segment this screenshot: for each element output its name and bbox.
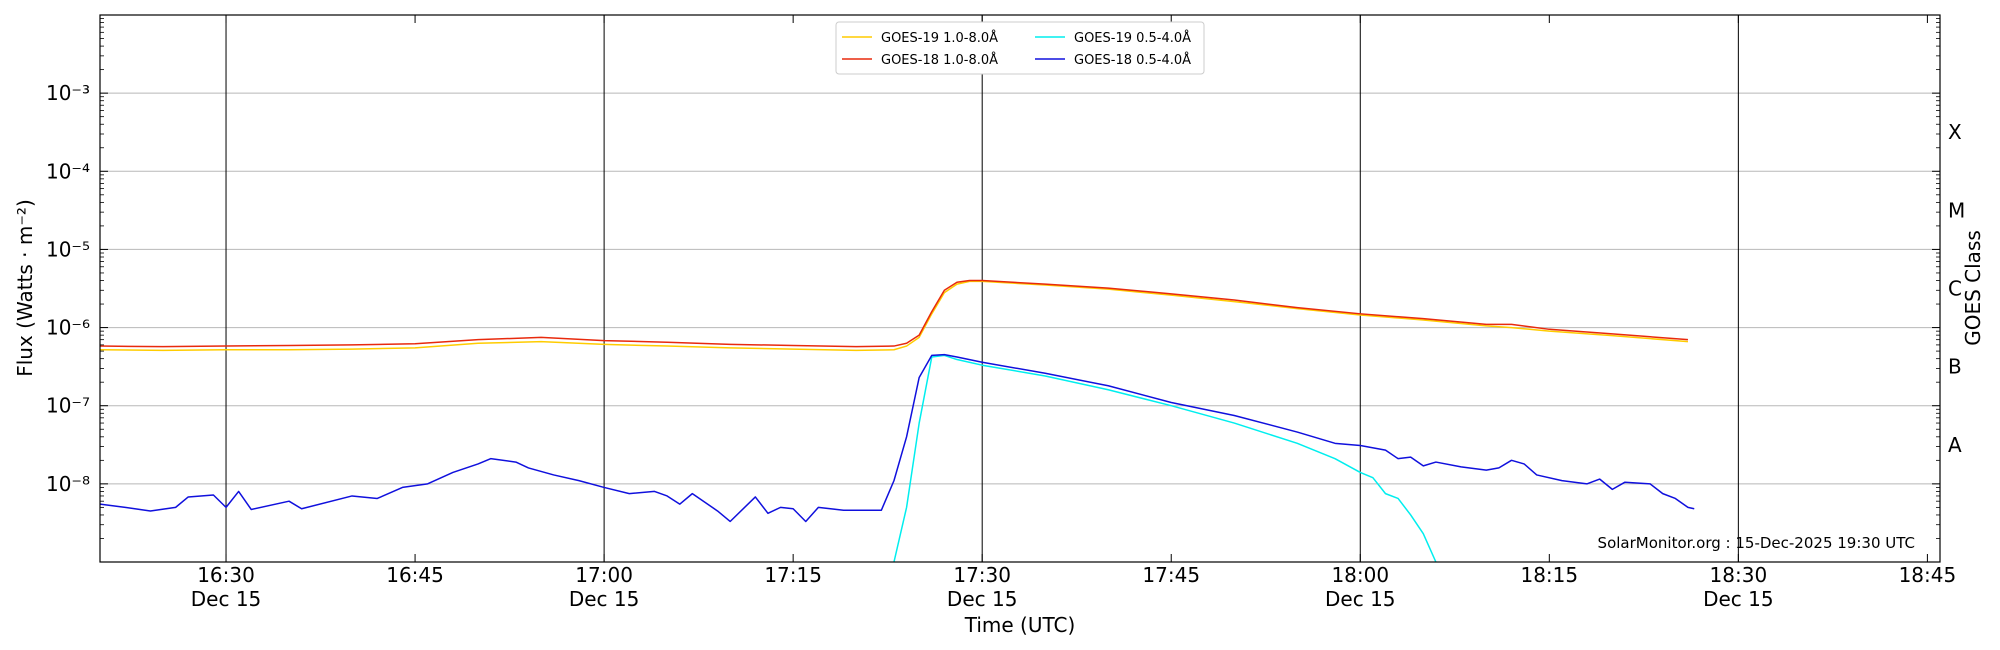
plot-frame [99,14,1941,563]
y-axis-title: Flux (Watts · m⁻²) [13,199,37,377]
x-tick-label: 17:15 [764,563,822,587]
goes-class-label: M [1948,198,1965,222]
x-tick-label: 18:00 [1331,563,1389,587]
series-line-3 [100,353,1695,523]
x-axis-title: Time (UTC) [964,613,1076,637]
x-tick-label: 18:45 [1899,563,1957,587]
x-tick-date-label: Dec 15 [1325,587,1396,611]
x-tick-date-label: Dec 15 [947,587,1018,611]
legend-label-goes18-short: GOES-18 0.5-4.0Å [1074,52,1191,68]
y-tick-label: 10⁻⁵ [46,237,90,261]
x-tick-label: 17:45 [1142,563,1200,587]
legend-box [835,21,1205,75]
x-tick-label: 17:30 [953,563,1011,587]
x-tick-date-label: Dec 15 [191,587,262,611]
grid-lines [100,15,1940,562]
x-tick-date-label: Dec 15 [569,587,640,611]
goes-class-label: X [1948,120,1962,144]
x-tick-label: 18:30 [1710,563,1768,587]
y-tick-label: 10⁻³ [46,81,90,105]
y-tick-label: 10⁻⁷ [46,394,90,418]
x-tick-date-label: Dec 15 [1703,587,1774,611]
series-line-1 [100,279,1689,348]
legend-label-goes18-long: GOES-18 1.0-8.0Å [881,52,998,68]
plot-background [100,15,1940,562]
goes-class-label: C [1948,277,1962,301]
x-tick-label: 16:45 [386,563,444,587]
footer-credit: SolarMonitor.org : 15-Dec-2025 19:30 UTC [1598,534,1915,552]
x-tick-label: 17:00 [575,563,633,587]
goes-class-label: A [1948,433,1962,457]
data-series [100,279,1695,562]
y-tick-label: 10⁻⁴ [46,159,90,183]
x-tick-label: 18:15 [1520,563,1578,587]
legend: GOES-19 1.0-8.0Å GOES-18 1.0-8.0Å GOES-1… [835,21,1205,75]
y-tick-label: 10⁻⁶ [46,316,90,340]
legend-label-goes19-short: GOES-19 0.5-4.0Å [1074,30,1191,46]
series-line-0 [100,280,1689,352]
goes-class-label: B [1948,355,1962,379]
x-tick-label: 16:30 [197,563,255,587]
y-tick-label: 10⁻⁸ [46,472,90,496]
legend-label-goes19-long: GOES-19 1.0-8.0Å [881,30,998,46]
series-line-2 [893,354,1437,562]
y-axis-right-title: GOES Class [1961,230,1985,346]
